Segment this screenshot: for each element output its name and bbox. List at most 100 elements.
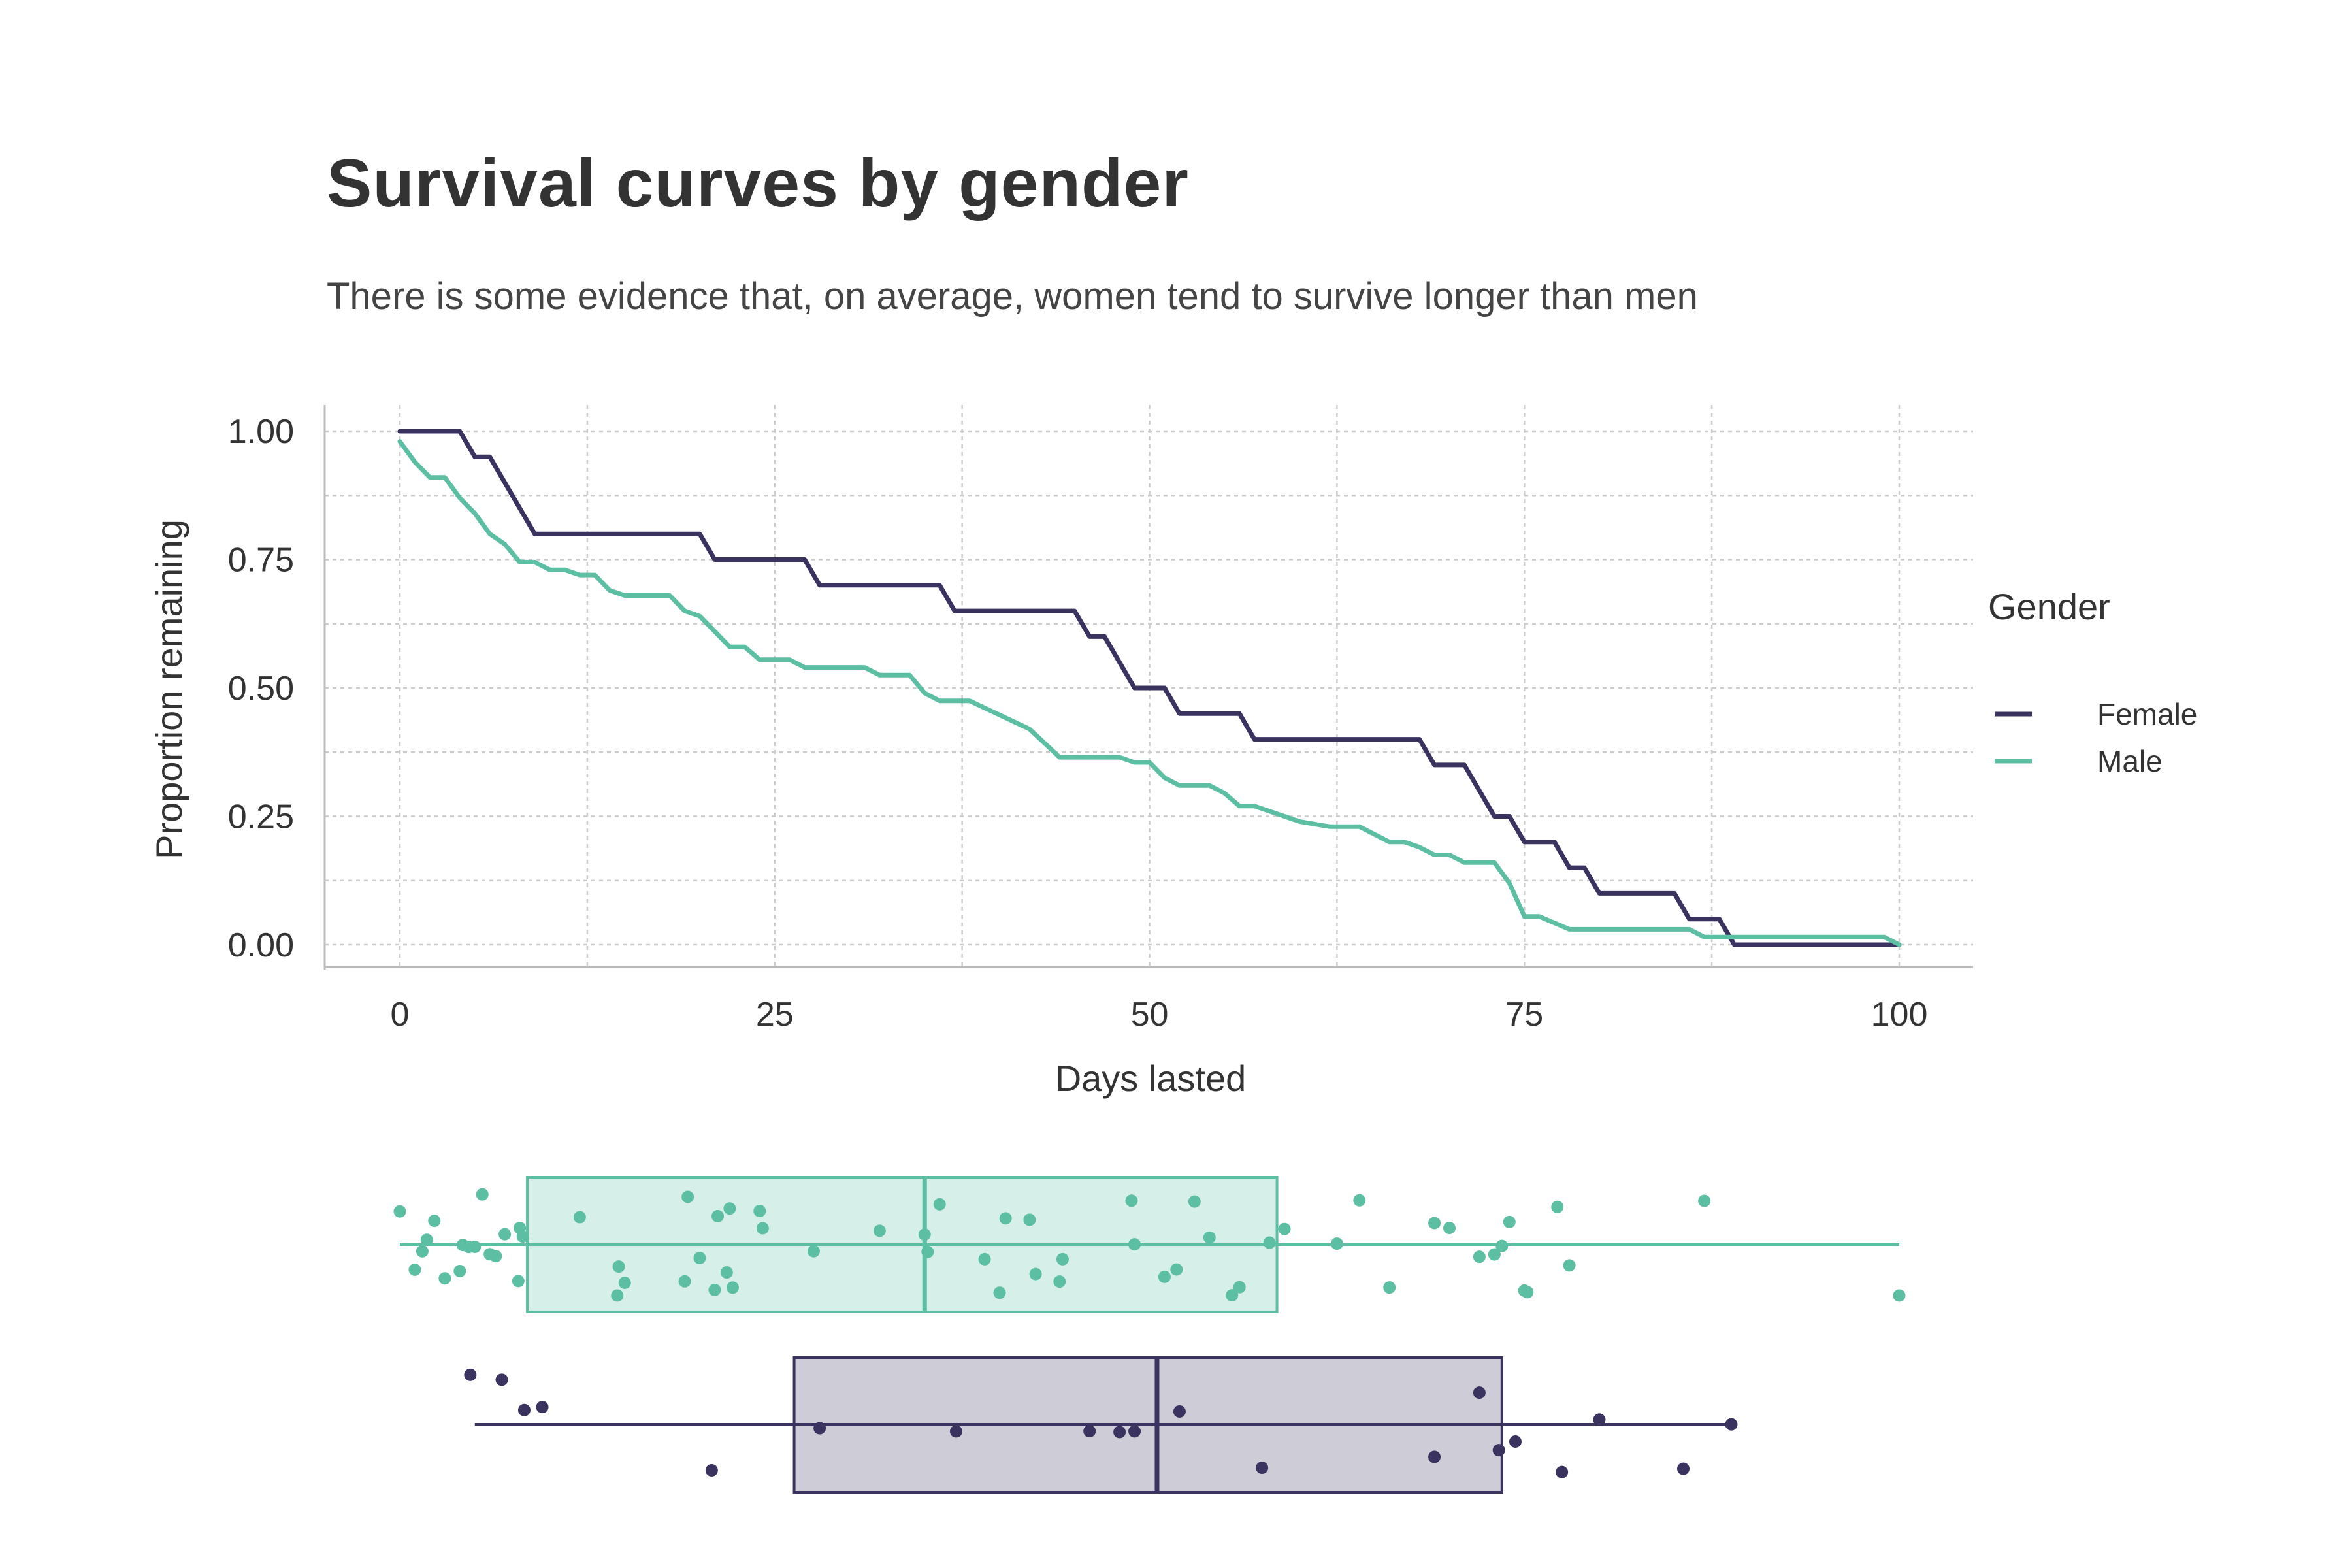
point-male <box>1503 1215 1516 1228</box>
point-female <box>1677 1462 1690 1475</box>
point-male <box>1128 1238 1141 1251</box>
point-male <box>408 1263 421 1276</box>
point-male <box>512 1275 525 1288</box>
point-female <box>1556 1465 1569 1478</box>
point-female <box>705 1464 718 1477</box>
point-male <box>723 1202 736 1215</box>
boxplot-layer <box>393 1176 1906 1494</box>
box-female <box>792 1356 1503 1494</box>
point-male <box>476 1188 489 1201</box>
point-male <box>753 1204 766 1217</box>
x-tick-label: 25 <box>756 996 794 1034</box>
point-female <box>1492 1444 1505 1457</box>
point-male <box>1233 1281 1246 1294</box>
point-male <box>420 1233 433 1247</box>
point-male <box>873 1224 886 1237</box>
point-female <box>1473 1386 1486 1399</box>
point-female <box>464 1368 477 1381</box>
point-female <box>813 1422 826 1435</box>
point-female <box>536 1401 549 1414</box>
series-line-male <box>397 439 1902 947</box>
point-male <box>1428 1217 1441 1230</box>
point-male <box>489 1250 502 1263</box>
point-male <box>1473 1250 1486 1264</box>
y-tick-label: 0.50 <box>228 670 294 708</box>
point-male <box>1023 1213 1036 1226</box>
point-male <box>708 1283 721 1296</box>
point-male <box>720 1266 733 1279</box>
point-male <box>416 1245 429 1258</box>
point-male <box>711 1210 725 1223</box>
point-female <box>1083 1425 1096 1438</box>
point-male <box>681 1190 694 1203</box>
point-female <box>1173 1405 1186 1418</box>
point-male <box>1188 1195 1201 1208</box>
legend-label-female: Female <box>2097 697 2197 731</box>
y-tick-label: 0.25 <box>228 798 294 836</box>
y-tick-label: 0.75 <box>228 542 294 580</box>
point-male <box>1125 1194 1138 1207</box>
point-male <box>612 1260 625 1273</box>
x-tick-label: 0 <box>391 996 410 1034</box>
point-male <box>1563 1259 1576 1272</box>
point-male <box>1893 1289 1906 1302</box>
point-male <box>1056 1252 1069 1266</box>
point-male <box>611 1289 624 1302</box>
point-male <box>1263 1236 1276 1249</box>
point-male <box>756 1222 769 1235</box>
point-male <box>678 1275 691 1288</box>
x-tick-label: 75 <box>1505 996 1543 1034</box>
point-male <box>693 1251 706 1264</box>
point-male <box>993 1286 1006 1299</box>
point-male <box>1330 1237 1343 1250</box>
point-male <box>1226 1289 1239 1302</box>
series-layer <box>397 429 1902 947</box>
point-male <box>921 1245 934 1258</box>
chart-title: Survival curves by gender <box>327 146 1189 221</box>
point-male <box>1443 1222 1456 1235</box>
y-tick-label: 1.00 <box>228 413 294 451</box>
point-male <box>1029 1267 1042 1281</box>
point-male <box>618 1276 631 1289</box>
series-line-female <box>397 429 1902 947</box>
point-female <box>1725 1418 1738 1431</box>
point-male <box>1488 1248 1501 1261</box>
point-male <box>999 1212 1012 1225</box>
x-axis-label: Days lasted <box>1055 1058 1247 1099</box>
point-male <box>393 1205 406 1218</box>
y-axis-label: Proportion remaining <box>148 519 189 859</box>
point-female <box>1128 1425 1141 1438</box>
point-female <box>1428 1450 1441 1463</box>
point-male <box>1551 1200 1564 1213</box>
legend-title: Gender <box>1988 586 2110 627</box>
point-male <box>807 1245 820 1258</box>
point-male <box>918 1228 931 1241</box>
point-male <box>516 1230 529 1243</box>
point-male <box>1521 1286 1534 1299</box>
point-female <box>1113 1426 1126 1439</box>
point-male <box>468 1240 482 1253</box>
legend: Gender Female Male <box>1988 586 2197 778</box>
point-female <box>1256 1462 1269 1475</box>
point-male <box>1278 1222 1291 1235</box>
point-male <box>726 1281 739 1294</box>
point-male <box>933 1198 946 1211</box>
point-male <box>1698 1194 1711 1207</box>
point-male <box>1203 1231 1216 1244</box>
point-male <box>1353 1194 1366 1207</box>
legend-label-male: Male <box>2097 744 2163 778</box>
point-female <box>1509 1435 1522 1448</box>
point-male <box>1053 1275 1066 1288</box>
point-male <box>453 1264 466 1277</box>
axis-layer: 0 25 50 75 100 0.00 0.25 0.50 0.75 1.00 <box>228 405 1973 1034</box>
point-female <box>495 1373 508 1386</box>
point-female <box>1593 1413 1606 1426</box>
point-male <box>1158 1270 1171 1283</box>
y-tick-label: 0.00 <box>228 926 294 964</box>
grid-layer <box>325 405 1973 967</box>
x-tick-label: 50 <box>1131 996 1169 1034</box>
x-tick-label: 100 <box>1871 996 1928 1034</box>
point-female <box>949 1425 962 1438</box>
box-male <box>526 1176 1279 1313</box>
